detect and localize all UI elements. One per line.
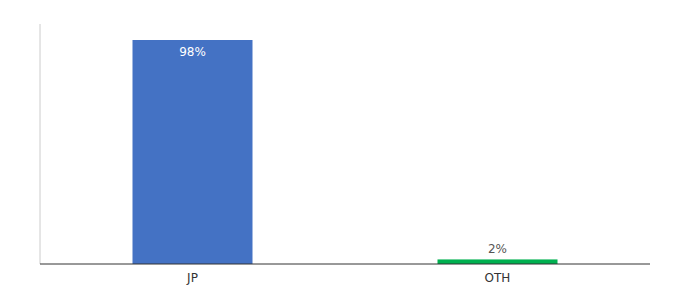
bar (133, 40, 253, 264)
data-label: 98% (179, 45, 206, 59)
data-label: 2% (488, 242, 507, 256)
x-tick-label: JP (186, 271, 198, 285)
y-axis-line (40, 24, 41, 264)
bar (438, 259, 558, 264)
data-labels: 98% 2% (179, 45, 507, 256)
x-axis-line (40, 264, 650, 265)
bars (133, 40, 558, 264)
chart-container: 98% 2% JP OTH (0, 0, 680, 300)
x-ticks: JP OTH (186, 271, 510, 285)
x-tick-label: OTH (485, 271, 511, 285)
chart-svg: 98% 2% JP OTH (0, 0, 680, 300)
